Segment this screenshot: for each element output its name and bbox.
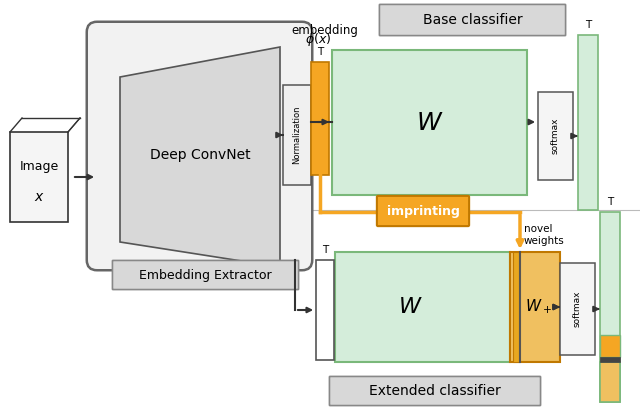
Text: Image: Image — [19, 160, 59, 173]
Text: $W$: $W$ — [398, 297, 422, 317]
Polygon shape — [120, 47, 280, 267]
Text: imprinting: imprinting — [387, 204, 460, 218]
Bar — [513, 252, 519, 362]
Text: T: T — [585, 20, 591, 30]
Text: embedding: embedding — [292, 24, 358, 37]
FancyBboxPatch shape — [380, 5, 566, 35]
Bar — [600, 335, 620, 357]
Bar — [560, 263, 595, 355]
Bar — [600, 357, 620, 362]
Text: Base classifier: Base classifier — [422, 13, 522, 27]
Text: Deep ConvNet: Deep ConvNet — [150, 148, 250, 162]
FancyBboxPatch shape — [113, 261, 298, 289]
Bar — [10, 132, 68, 222]
Bar — [510, 252, 560, 362]
Text: novel
weights: novel weights — [524, 224, 564, 246]
Text: T: T — [607, 197, 613, 207]
Bar — [538, 92, 573, 180]
Text: $\phi(x)$: $\phi(x)$ — [305, 31, 331, 48]
Bar — [600, 212, 620, 402]
Text: T: T — [322, 245, 328, 255]
Text: softmax: softmax — [573, 291, 582, 327]
FancyBboxPatch shape — [377, 196, 469, 226]
FancyBboxPatch shape — [87, 22, 312, 270]
Text: $x$: $x$ — [34, 190, 44, 204]
Bar — [316, 260, 334, 360]
Text: T: T — [317, 47, 323, 57]
Bar — [600, 362, 620, 402]
Text: $W_+$: $W_+$ — [525, 298, 552, 317]
FancyBboxPatch shape — [330, 377, 541, 406]
Text: Extended classifier: Extended classifier — [369, 384, 501, 398]
Bar — [578, 35, 598, 210]
Text: $W$: $W$ — [416, 111, 444, 135]
Text: softmax: softmax — [551, 118, 560, 154]
Bar — [332, 50, 527, 195]
Bar — [283, 85, 311, 185]
Text: Normalization: Normalization — [292, 106, 301, 164]
Text: Embedding Extractor: Embedding Extractor — [139, 269, 272, 281]
Bar — [311, 62, 329, 175]
Bar — [335, 252, 510, 362]
